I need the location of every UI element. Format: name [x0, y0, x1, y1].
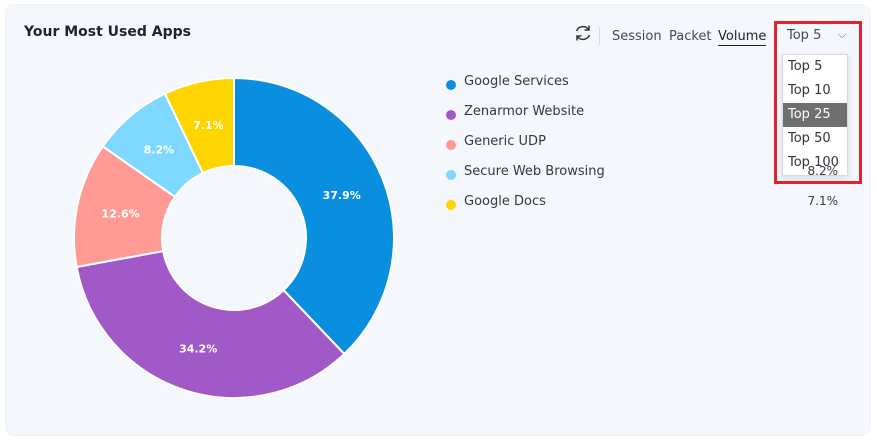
- menu-item-top-25[interactable]: Top 25: [783, 103, 847, 127]
- chevron-down-icon: ⌵: [838, 28, 847, 41]
- legend-item: Google Docs 7.1%: [444, 194, 844, 224]
- legend-item: Generic UDP: [444, 134, 844, 164]
- legend-dot: [446, 170, 456, 180]
- menu-item-top-100[interactable]: Top 100: [788, 155, 839, 170]
- top-n-menu: Top 5 Top 10 Top 25 Top 50 Top 100: [782, 54, 848, 176]
- card-title: Your Most Used Apps: [24, 24, 191, 40]
- legend-dot: [446, 140, 456, 150]
- chart-legend: Google Services Zenarmor Website Generic…: [444, 74, 844, 224]
- menu-item-top-50[interactable]: Top 50: [788, 131, 831, 146]
- legend-label: Generic UDP: [464, 134, 546, 149]
- legend-item: Google Services: [444, 74, 844, 104]
- option-session[interactable]: Session: [612, 29, 662, 44]
- legend-label: Google Docs: [464, 194, 546, 209]
- legend-label: Google Services: [464, 74, 569, 89]
- legend-dot: [446, 110, 456, 120]
- top-n-dropdown[interactable]: Top 5 ⌵: [780, 26, 854, 50]
- dropdown-selected-value: Top 5: [787, 28, 822, 43]
- menu-item-top-10[interactable]: Top 10: [788, 83, 831, 98]
- legend-item: Secure Web Browsing 8.2%: [444, 164, 844, 194]
- toolbar-divider: [599, 27, 600, 45]
- legend-item: Zenarmor Website: [444, 104, 844, 134]
- legend-value: 7.1%: [807, 194, 839, 208]
- legend-dot: [446, 200, 456, 210]
- legend-dot: [446, 80, 456, 90]
- legend-label: Zenarmor Website: [464, 104, 585, 119]
- legend-value: 8.2%: [807, 164, 839, 178]
- menu-item-top-5[interactable]: Top 5: [788, 59, 823, 74]
- option-packet[interactable]: Packet: [669, 29, 712, 44]
- legend-label: Secure Web Browsing: [464, 164, 605, 179]
- refresh-icon[interactable]: [572, 22, 594, 44]
- option-volume[interactable]: Volume: [718, 29, 767, 46]
